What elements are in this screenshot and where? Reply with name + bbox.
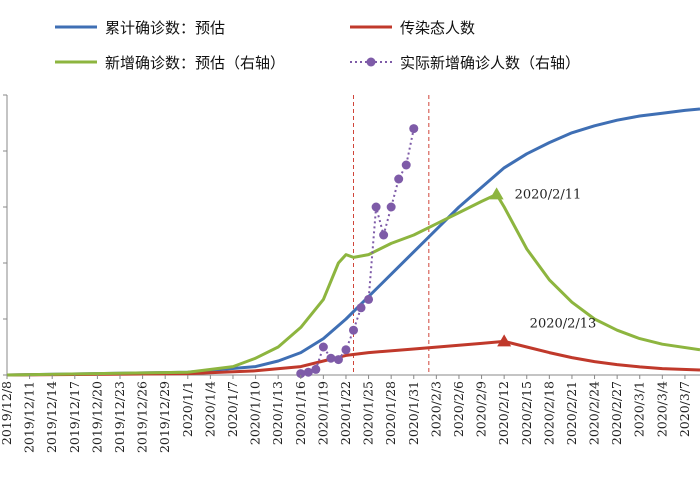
x-tick-label: 2019/12/23	[112, 381, 127, 453]
legend-item: 新增确诊数：预估（右轴）	[55, 54, 285, 72]
data-point	[333, 355, 343, 365]
x-tick-labels: 2019/12/8 2019/12/11 2019/12/14 2019/12/17 2…	[0, 375, 692, 453]
x-tick-label: 2020/1/7	[225, 381, 240, 437]
data-point	[303, 367, 313, 377]
data-point	[311, 364, 321, 374]
peak-marker	[497, 334, 512, 347]
data-point	[326, 353, 336, 363]
x-tick-label: 2019/12/17	[67, 381, 82, 453]
data-point	[364, 294, 374, 304]
series-line	[6, 339, 700, 377]
x-tick-label: 2020/2/6	[451, 381, 466, 437]
x-tick-label: 2020/2/9	[474, 381, 489, 437]
data-point	[349, 325, 358, 335]
x-tick-label: 2020/1/16	[293, 381, 308, 445]
series-3	[296, 124, 419, 379]
x-tick-label: 2020/2/24	[587, 381, 602, 445]
x-tick-label: 2020/1/13	[270, 381, 285, 445]
data-point	[409, 124, 419, 134]
legend-label: 传染态人数	[400, 19, 475, 37]
x-tick-label: 2020/1/22	[338, 381, 353, 445]
x-tick-label: 2019/12/11	[22, 381, 37, 453]
legend-item: 实际新增确诊人数（右轴）	[350, 54, 580, 72]
series-2	[6, 187, 700, 377]
legend-marker	[366, 57, 376, 67]
x-tick-label: 2020/3/4	[654, 381, 669, 437]
x-tick-label: 2019/12/26	[135, 381, 150, 453]
x-tick-label: 2020/2/27	[609, 381, 624, 445]
legend-label: 新增确诊数：预估（右轴）	[105, 54, 285, 72]
legend-label: 实际新增确诊人数（右轴）	[400, 54, 580, 72]
annotation-label: 2020/2/11	[515, 187, 582, 202]
annotation-label: 2020/2/13	[530, 316, 597, 331]
series-line	[6, 107, 700, 377]
x-tick-label: 2020/2/15	[519, 381, 534, 445]
data-point	[386, 202, 396, 212]
x-tick-label: 2020/1/10	[248, 381, 263, 445]
x-tick-label: 2019/12/8	[0, 381, 14, 445]
x-tick-label: 2020/2/3	[428, 381, 443, 437]
series-1	[6, 334, 700, 377]
x-tick-label: 2020/1/4	[202, 381, 217, 437]
x-tick-label: 2020/3/7	[677, 381, 692, 437]
x-tick-label: 2020/1/28	[383, 381, 398, 445]
data-point	[379, 230, 389, 240]
data-point	[296, 369, 306, 379]
legend-item: 传染态人数	[350, 19, 475, 37]
legend-item: 累计确诊数：预估	[55, 19, 225, 37]
x-tick-label: 2020/2/18	[541, 381, 556, 445]
x-tick-label: 2020/1/1	[180, 381, 195, 437]
data-point	[371, 202, 381, 212]
data-point	[356, 303, 366, 313]
x-tick-label: 2020/3/1	[632, 381, 647, 437]
data-point	[394, 174, 404, 184]
data-point	[318, 342, 328, 352]
peak-marker	[489, 187, 504, 200]
x-tick-label: 2020/2/12	[496, 381, 511, 445]
series-0	[6, 107, 700, 377]
legend-label: 累计确诊数：预估	[105, 19, 225, 37]
series-line	[300, 128, 415, 375]
annotations: 2020/2/11 2020/2/13	[515, 187, 597, 331]
series-line	[6, 192, 700, 377]
data-point	[401, 160, 411, 170]
x-tick-label: 2020/1/19	[315, 381, 330, 445]
x-tick-label: 2019/12/14	[44, 381, 59, 453]
x-tick-label: 2019/12/29	[157, 381, 172, 453]
vertical-reference-lines	[353, 95, 430, 375]
x-tick-label: 2020/1/31	[406, 381, 421, 445]
x-tick-label: 2020/1/25	[361, 381, 376, 445]
data-point	[341, 345, 351, 355]
series-layer	[6, 107, 700, 379]
x-tick-label: 2020/2/21	[564, 381, 579, 445]
x-tick-label: 2019/12/20	[89, 381, 104, 453]
